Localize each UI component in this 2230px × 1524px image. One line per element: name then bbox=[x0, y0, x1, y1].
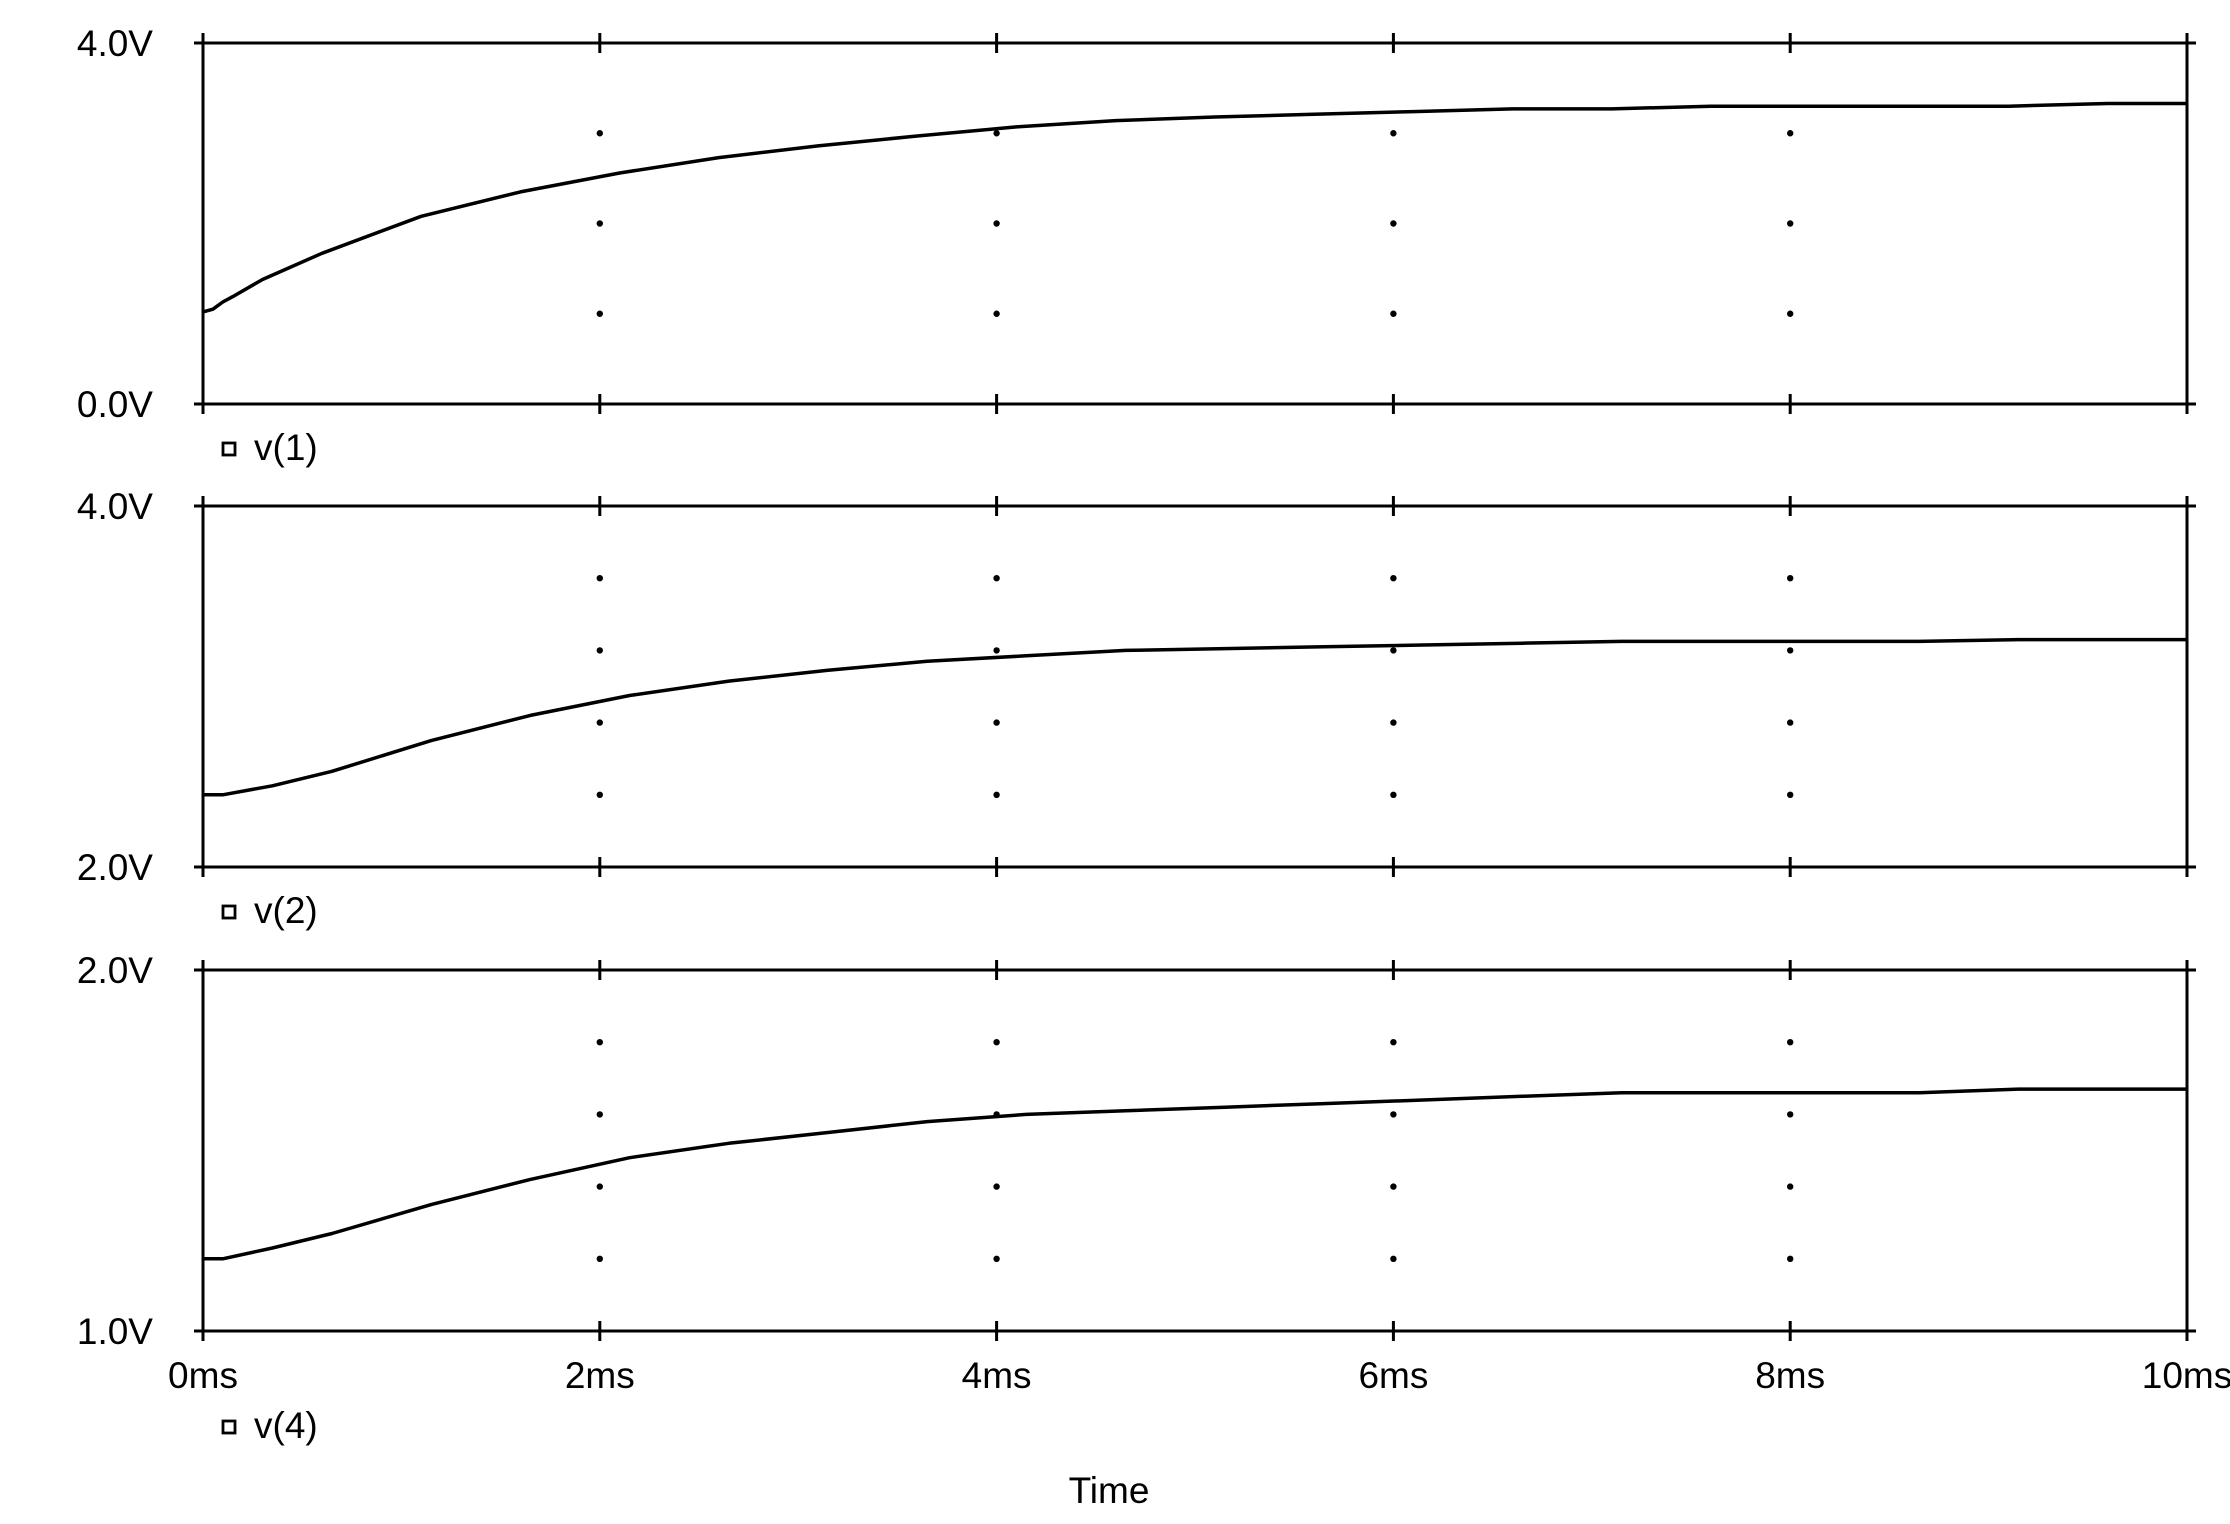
grid-dot bbox=[1787, 1111, 1794, 1118]
series-line-v2 bbox=[203, 637, 2187, 797]
grid-dot bbox=[596, 130, 603, 137]
x-tick-label: 2ms bbox=[565, 1355, 635, 1396]
series-line-v4 bbox=[203, 1087, 2187, 1261]
y-tick-label-bottom: 2.0V bbox=[77, 847, 153, 888]
grid-dot bbox=[1390, 575, 1397, 582]
x-tick-label: 10ms bbox=[2142, 1355, 2230, 1396]
panel-v2: 4.0V 2.0V v(2) bbox=[77, 486, 2196, 931]
y-tick-label-bottom: 0.0V bbox=[77, 384, 153, 425]
grid-dot bbox=[1390, 1255, 1397, 1263]
grid-dot bbox=[596, 1039, 603, 1046]
grid-dot bbox=[993, 1255, 1000, 1263]
grid-dot bbox=[1787, 130, 1794, 137]
legend-label: v(4) bbox=[254, 1405, 318, 1446]
grid-dot bbox=[1390, 719, 1397, 726]
grid-dot bbox=[1787, 220, 1794, 227]
y-tick-label-top: 2.0V bbox=[77, 950, 153, 991]
grid-dot bbox=[993, 791, 1000, 798]
legend-label: v(1) bbox=[254, 427, 318, 468]
plot-frame bbox=[201, 504, 2189, 869]
hollow-square-icon bbox=[221, 1419, 237, 1435]
grid-dot bbox=[993, 220, 1000, 227]
grid-dot bbox=[1787, 1039, 1794, 1046]
x-axis-title: Time bbox=[1069, 1470, 1150, 1511]
panel-v1: 4.0V 0.0V v(1) bbox=[77, 23, 2196, 468]
grid-dot bbox=[993, 719, 1000, 726]
grid-dot bbox=[596, 719, 603, 726]
hollow-square-icon bbox=[221, 904, 237, 920]
grid-dot bbox=[1787, 791, 1794, 798]
grid-dot bbox=[1787, 647, 1794, 654]
grid-dot bbox=[1787, 1255, 1794, 1263]
grid-dot bbox=[1390, 130, 1397, 137]
grid-dot bbox=[1390, 310, 1397, 317]
grid-dot bbox=[1787, 719, 1794, 726]
grid-dot bbox=[1787, 310, 1794, 317]
hollow-square-icon bbox=[221, 441, 237, 457]
y-tick-label-top: 4.0V bbox=[77, 486, 153, 527]
grid-dot bbox=[596, 220, 603, 227]
x-tick-label: 8ms bbox=[1755, 1355, 1825, 1396]
x-tick-label: 6ms bbox=[1358, 1355, 1428, 1396]
series-line-v1 bbox=[202, 101, 2187, 314]
grid-dot bbox=[993, 647, 1000, 654]
grid-dot bbox=[993, 310, 1000, 317]
panel-v4: 2.0V 1.0V v(4) bbox=[77, 950, 2196, 1446]
y-tick-label-bottom: 1.0V bbox=[77, 1311, 153, 1352]
grid-dot bbox=[1787, 1183, 1794, 1190]
plot-frame bbox=[201, 41, 2189, 406]
grid-dot bbox=[596, 1111, 603, 1118]
grid-dot bbox=[1390, 1039, 1397, 1046]
grid-dot bbox=[993, 1039, 1000, 1046]
grid-dot bbox=[596, 647, 603, 654]
x-tick-label: 0ms bbox=[168, 1355, 238, 1396]
x-tick-label: 4ms bbox=[962, 1355, 1032, 1396]
grid-dot bbox=[596, 310, 603, 317]
grid-dot bbox=[596, 575, 603, 582]
plot-frame bbox=[201, 968, 2189, 1333]
grid-dot bbox=[993, 130, 1000, 137]
grid-dot bbox=[1390, 1183, 1397, 1190]
legend-label: v(2) bbox=[254, 890, 318, 931]
y-tick-label-top: 4.0V bbox=[77, 23, 153, 64]
grid-dot bbox=[1390, 220, 1397, 227]
grid-dot bbox=[1787, 575, 1794, 582]
grid-dot bbox=[1390, 791, 1397, 798]
grid-dot bbox=[596, 1183, 603, 1190]
grid-dot bbox=[596, 1255, 603, 1263]
grid-dot bbox=[993, 575, 1000, 582]
grid-dot bbox=[1390, 1111, 1397, 1118]
grid-dot bbox=[1390, 647, 1397, 654]
grid-dot bbox=[993, 1183, 1000, 1190]
grid-dot bbox=[596, 791, 603, 798]
x-axis-tick-labels: 0ms 2ms 4ms 6ms 8ms 10ms bbox=[168, 1355, 2230, 1396]
